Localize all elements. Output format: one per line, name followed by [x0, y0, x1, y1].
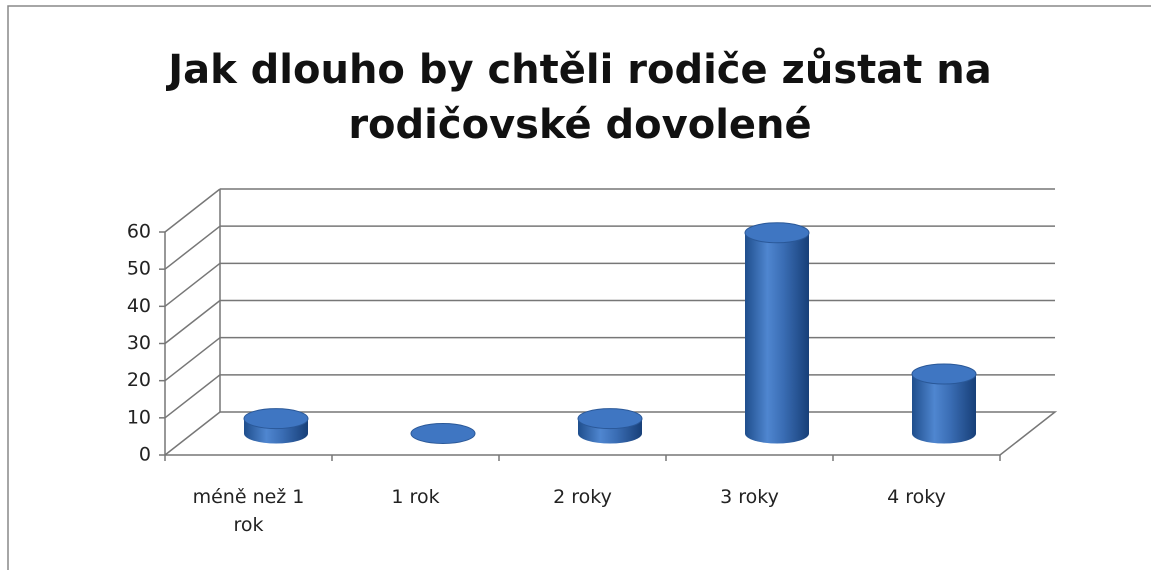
y-tick-label: 30 [127, 332, 151, 354]
bar [912, 374, 976, 444]
grid-line [164, 262, 221, 307]
grid-line [164, 188, 221, 233]
y-tick-label: 60 [127, 221, 151, 243]
y-tick-label: 50 [127, 258, 151, 280]
grid-line [164, 411, 221, 456]
bar-top [243, 408, 309, 430]
x-tick-label: 2 roky [553, 486, 612, 508]
x-tick-label: 1 rok [391, 486, 440, 508]
grid-line [164, 299, 221, 345]
y-tick-label: 40 [127, 295, 151, 317]
x-tick-label: 3 roky [720, 486, 779, 508]
y-tick-label: 0 [139, 444, 151, 466]
x-tick-label: méně než 1 rok [192, 486, 305, 536]
chart-title: rodičovské dovolené [348, 102, 811, 148]
floor [165, 411, 1058, 456]
bar [745, 232, 809, 444]
y-tick-label: 10 [127, 406, 151, 428]
grid-line [164, 374, 221, 419]
chart-title: Jak dlouho by chtěli rodiče zůstat na [165, 46, 992, 93]
bar-top [577, 408, 643, 430]
bar-top [410, 423, 476, 444]
grid-line [164, 337, 221, 382]
x-tick-label: 4 roky [887, 486, 946, 508]
grid-line [164, 225, 221, 270]
bar-top [911, 363, 977, 385]
bar-top [744, 222, 810, 244]
y-tick-label: 20 [127, 369, 151, 391]
frame [7, 5, 1151, 570]
